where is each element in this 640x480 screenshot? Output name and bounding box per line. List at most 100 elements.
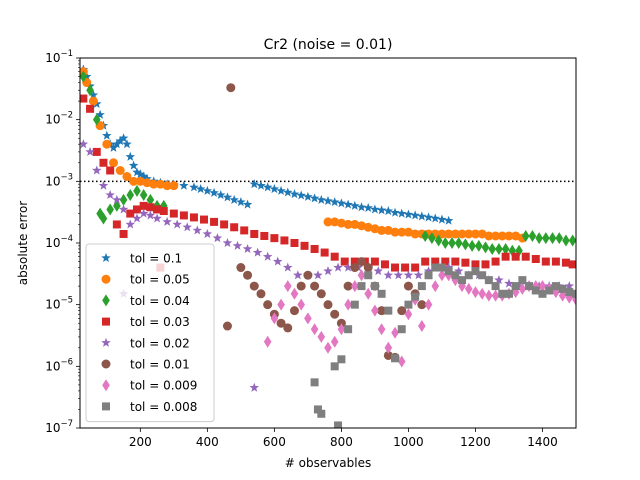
data-point (411, 263, 420, 272)
data-point (397, 306, 407, 316)
data-point (269, 184, 280, 194)
data-point (242, 199, 253, 209)
data-point (243, 270, 253, 280)
data-point (125, 151, 136, 161)
data-point (461, 258, 470, 267)
data-point (464, 271, 473, 280)
data-point (92, 147, 101, 156)
data-point (481, 241, 490, 254)
data-point (377, 289, 386, 298)
data-point (146, 193, 155, 206)
chart-title: Cr2 (noise = 0.01) (264, 37, 393, 53)
x-tick-label: 1400 (527, 435, 558, 449)
data-point (417, 211, 427, 221)
legend-item: tol = 0.1 (101, 252, 182, 266)
data-point (542, 232, 550, 245)
data-point (263, 335, 272, 348)
legend-marker (101, 337, 111, 347)
data-point (169, 181, 179, 191)
data-point (501, 242, 510, 255)
data-point (431, 280, 440, 293)
data-point (424, 298, 433, 311)
data-point (112, 194, 122, 204)
data-point (138, 208, 149, 218)
y-tick-label: 10−7 (45, 419, 73, 435)
data-point (125, 219, 136, 229)
data-point (350, 200, 360, 210)
data-point (280, 236, 289, 245)
data-point (364, 287, 373, 300)
data-point (330, 252, 339, 261)
data-point (431, 257, 440, 266)
data-point (80, 139, 89, 149)
data-point (189, 182, 199, 192)
data-point (548, 232, 557, 245)
data-point (283, 187, 293, 197)
data-point (324, 341, 332, 354)
legend-marker (101, 274, 111, 284)
data-point (377, 323, 386, 336)
data-point (383, 270, 394, 280)
data-point (521, 229, 530, 242)
data-point (443, 262, 454, 272)
data-point (471, 267, 480, 276)
y-axis-label: absolute error (16, 201, 30, 286)
data-point (451, 257, 460, 266)
data-point (316, 194, 327, 204)
data-point (491, 282, 500, 291)
data-point (126, 189, 135, 202)
data-point (276, 185, 286, 195)
data-point (531, 286, 540, 295)
data-point (226, 83, 236, 93)
data-point (236, 263, 246, 273)
data-point (481, 260, 490, 269)
data-point (85, 146, 95, 156)
data-point (565, 288, 574, 297)
data-point (250, 229, 259, 238)
series-4 (80, 94, 576, 272)
data-point (350, 219, 360, 229)
data-point (430, 213, 440, 223)
data-point (115, 165, 125, 175)
data-point (153, 205, 162, 214)
data-point (126, 209, 135, 218)
data-point (80, 70, 88, 83)
data-point (142, 178, 152, 188)
data-point (139, 201, 148, 210)
data-point (470, 229, 480, 239)
data-point (528, 229, 537, 242)
data-point (525, 282, 534, 291)
data-point (162, 181, 172, 191)
data-point (377, 306, 387, 316)
data-point (317, 330, 326, 343)
data-point (491, 257, 500, 266)
y-tick-label: 10−6 (45, 357, 73, 373)
data-point (133, 184, 141, 197)
data-point (249, 382, 260, 392)
data-point (434, 234, 443, 247)
data-point (249, 179, 260, 189)
data-point (521, 252, 530, 261)
data-point (118, 133, 129, 143)
legend-item: tol = 0.04 (102, 294, 190, 308)
data-point (109, 158, 119, 168)
legend-item: tol = 0.02 (101, 336, 190, 350)
data-point (115, 136, 125, 146)
data-point (283, 323, 293, 333)
data-point (397, 355, 406, 368)
x-tick-label: 800 (330, 435, 353, 449)
y-tick-label: 10−3 (45, 172, 73, 188)
data-point (189, 213, 198, 222)
data-point (511, 286, 520, 299)
data-point (428, 232, 436, 245)
data-point (102, 130, 112, 140)
data-point (464, 282, 473, 295)
data-point (541, 257, 550, 266)
data-point (132, 167, 142, 177)
data-point (300, 241, 309, 250)
data-point (209, 187, 219, 197)
data-point (119, 229, 128, 238)
data-point (262, 251, 273, 261)
data-point (421, 257, 430, 266)
data-point (404, 308, 413, 321)
